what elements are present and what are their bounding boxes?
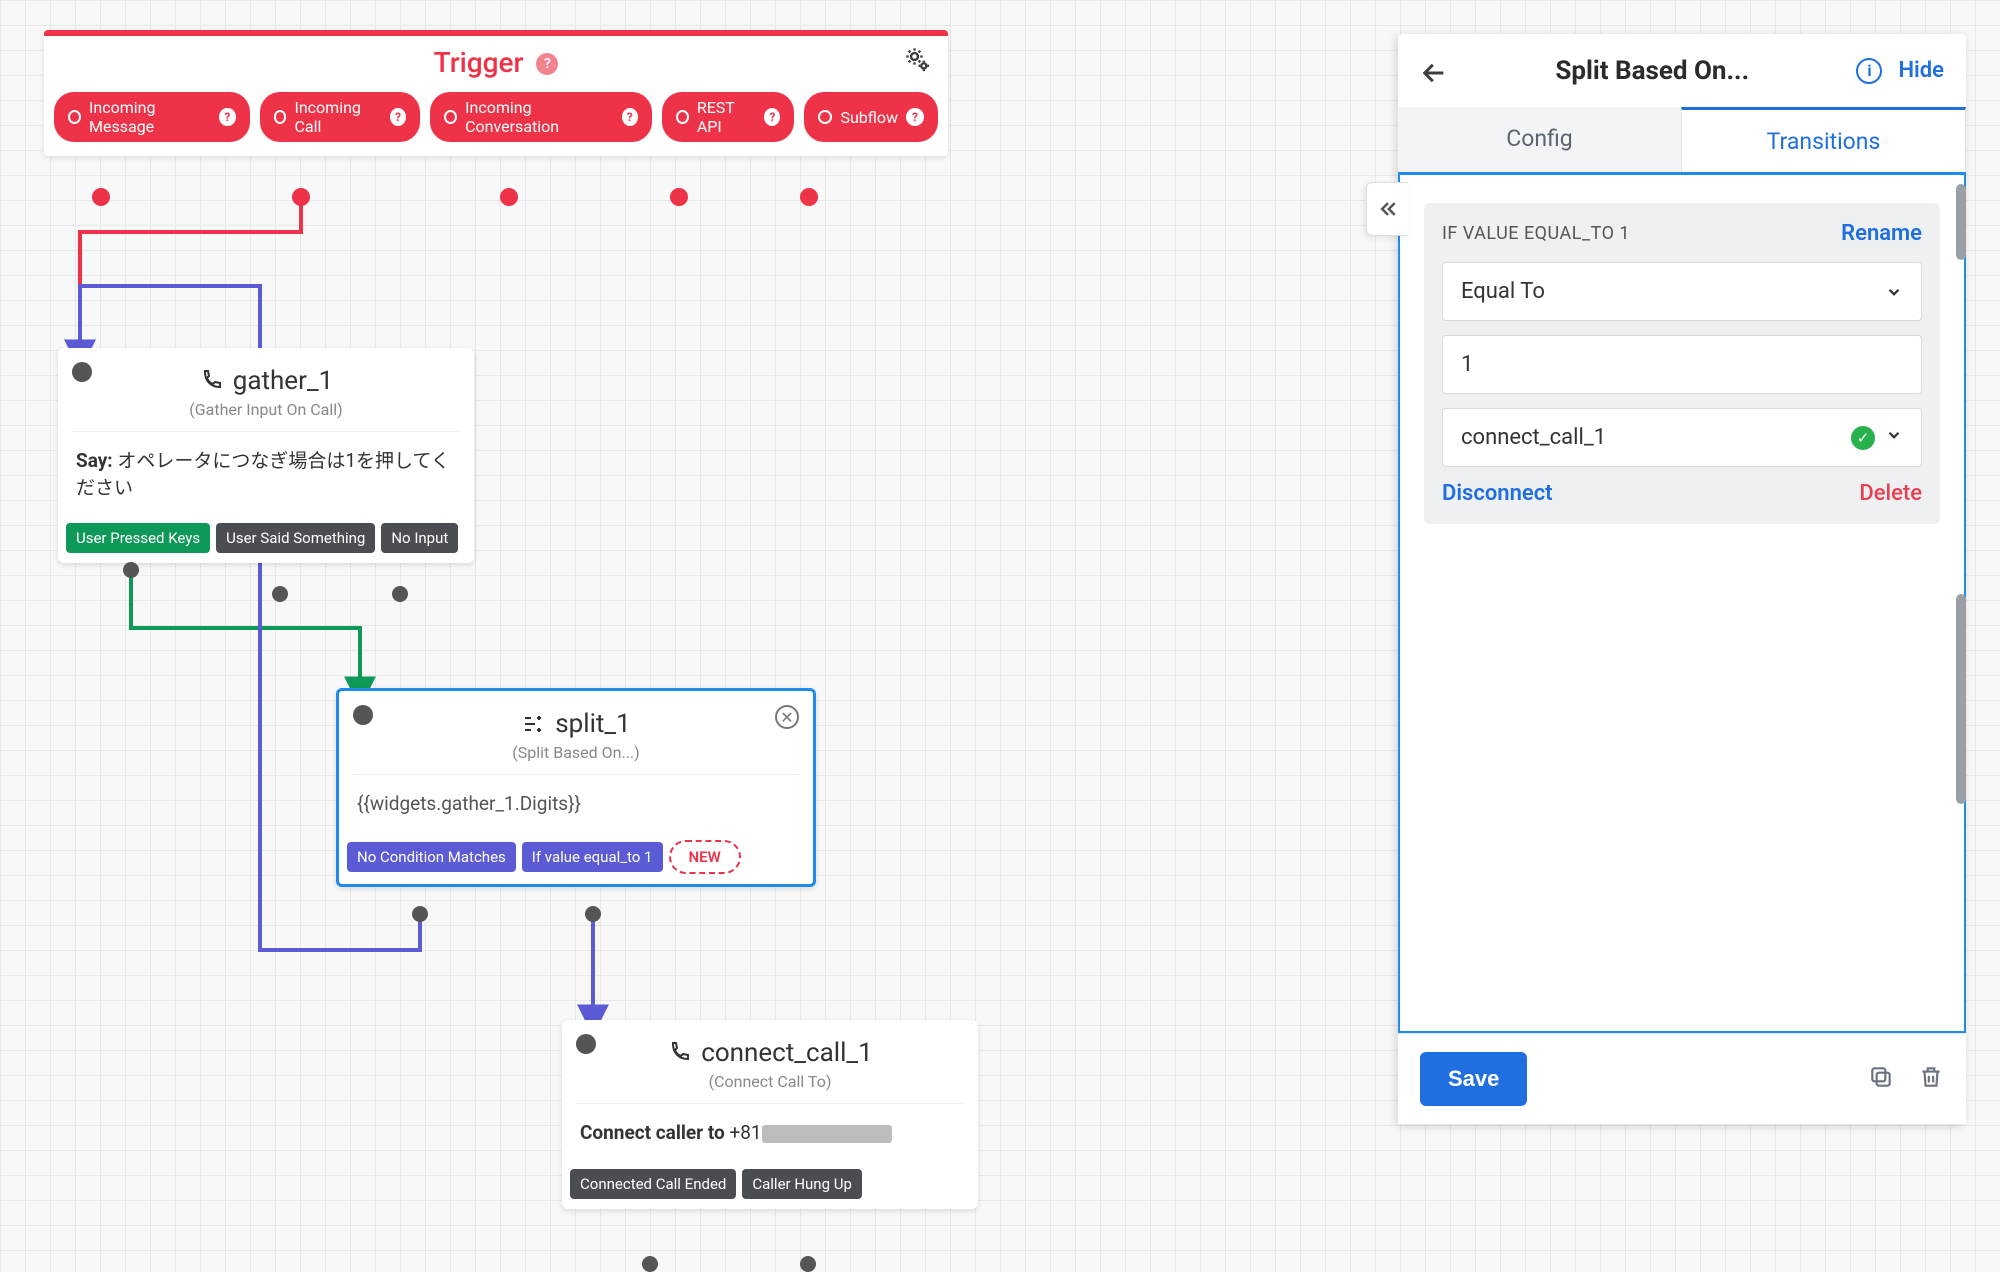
trigger-connector-dot[interactable] [670,188,688,206]
panel-body: IF VALUE EQUAL_TO 1 Rename Equal To 1 co… [1398,172,1966,1033]
trash-icon[interactable] [1918,1064,1944,1094]
widget-subtitle: (Gather Input On Call) [58,400,474,431]
scrollbar-thumb[interactable] [1956,594,1966,804]
valid-check-icon: ✓ [1851,426,1875,450]
widget-input-port[interactable] [72,362,92,382]
widget-body: Say: オペレータにつなぎ場合は1を押してください [58,432,474,517]
trigger-title: Trigger ? [434,46,559,79]
redacted-phone [762,1125,892,1143]
chevron-down-icon [1885,279,1903,304]
trigger-pill-incoming-message[interactable]: Incoming Message? [54,92,250,142]
transition-card: IF VALUE EQUAL_TO 1 Rename Equal To 1 co… [1424,203,1940,524]
help-icon[interactable]: ? [536,53,558,75]
widget-input-port[interactable] [353,705,373,725]
panel-header: Split Based On... i Hide [1398,34,1966,107]
settings-gears-icon[interactable] [904,46,932,74]
output-connector-dot[interactable] [800,1256,816,1272]
tab-transitions[interactable]: Transitions [1681,107,1966,173]
output-user-said-something[interactable]: User Said Something [216,523,375,553]
widget-body: {{widgets.gather_1.Digits}} [339,775,813,834]
widget-outputs: User Pressed Keys User Said Something No… [58,517,474,563]
scrollbar-thumb[interactable] [1956,184,1966,260]
output-connector-dot[interactable] [585,906,601,922]
duplicate-icon[interactable] [1868,1064,1894,1094]
panel-footer: Save [1398,1033,1966,1124]
trigger-pill-incoming-conversation[interactable]: Incoming Conversation? [430,92,652,142]
inspector-panel: Split Based On... i Hide Config Transiti… [1398,34,1966,1124]
add-transition-button[interactable]: NEW [669,840,741,874]
save-button[interactable]: Save [1420,1052,1527,1106]
output-caller-hung-up[interactable]: Caller Hung Up [742,1169,862,1199]
output-if-value-equal-to-1[interactable]: If value equal_to 1 [522,842,663,872]
panel-tabs: Config Transitions [1398,107,1966,173]
trigger-connector-dot[interactable] [800,188,818,206]
operator-select[interactable]: Equal To [1442,262,1922,321]
delete-button[interactable]: Delete [1859,481,1922,506]
trigger-connector-dot[interactable] [292,188,310,206]
panel-collapse-button[interactable] [1366,182,1408,236]
phone-icon [199,369,223,393]
hide-button[interactable]: Hide [1898,58,1944,83]
widget-gather-1[interactable]: gather_1 (Gather Input On Call) Say: オペレ… [58,348,474,563]
output-user-pressed-keys[interactable]: User Pressed Keys [66,523,210,553]
widget-title: connect_call_1 [562,1020,978,1072]
widget-title: gather_1 [58,348,474,400]
disconnect-button[interactable]: Disconnect [1442,481,1553,506]
widget-connect-call-1[interactable]: connect_call_1 (Connect Call To) Connect… [562,1020,978,1209]
tab-config[interactable]: Config [1398,107,1681,173]
target-select[interactable]: connect_call_1 ✓ [1442,408,1922,467]
trigger-connector-dot[interactable] [92,188,110,206]
close-icon[interactable]: ✕ [775,705,799,729]
output-connector-dot[interactable] [392,586,408,602]
widget-outputs: Connected Call Ended Caller Hung Up [562,1163,978,1209]
value-input[interactable]: 1 [1442,335,1922,394]
trigger-connector-dot[interactable] [500,188,518,206]
rename-button[interactable]: Rename [1841,221,1922,246]
widget-body: Connect caller to +81 [562,1104,978,1163]
widget-subtitle: (Split Based On...) [339,743,813,774]
output-connected-call-ended[interactable]: Connected Call Ended [570,1169,736,1199]
panel-title: Split Based On... [1464,56,1840,86]
trigger-pill-subflow[interactable]: Subflow? [804,92,938,142]
output-no-condition-matches[interactable]: No Condition Matches [347,842,516,872]
widget-input-port[interactable] [576,1034,596,1054]
output-no-input[interactable]: No Input [381,523,458,553]
widget-split-1[interactable]: ✕ split_1 (Split Based On...) {{widgets.… [336,688,816,887]
output-connector-dot[interactable] [123,562,139,578]
trigger-outputs: Incoming Message? Incoming Call? Incomin… [44,88,948,146]
phone-icon [667,1041,691,1065]
transition-heading: IF VALUE EQUAL_TO 1 [1442,223,1630,244]
info-icon[interactable]: i [1856,58,1882,84]
chevron-down-icon [1885,426,1903,444]
split-icon [521,712,545,736]
widget-title: split_1 [339,691,813,743]
trigger-pill-incoming-call[interactable]: Incoming Call? [260,92,421,142]
back-button[interactable] [1420,54,1448,87]
output-connector-dot[interactable] [272,586,288,602]
widget-outputs: No Condition Matches If value equal_to 1… [339,834,813,884]
output-connector-dot[interactable] [642,1256,658,1272]
widget-subtitle: (Connect Call To) [562,1072,978,1103]
trigger-node[interactable]: Trigger ? Incoming Message? Incoming Cal… [44,30,948,156]
output-connector-dot[interactable] [412,906,428,922]
trigger-pill-rest-api[interactable]: REST API? [662,92,795,142]
flow-canvas[interactable]: Trigger ? Incoming Message? Incoming Cal… [0,0,2000,1267]
